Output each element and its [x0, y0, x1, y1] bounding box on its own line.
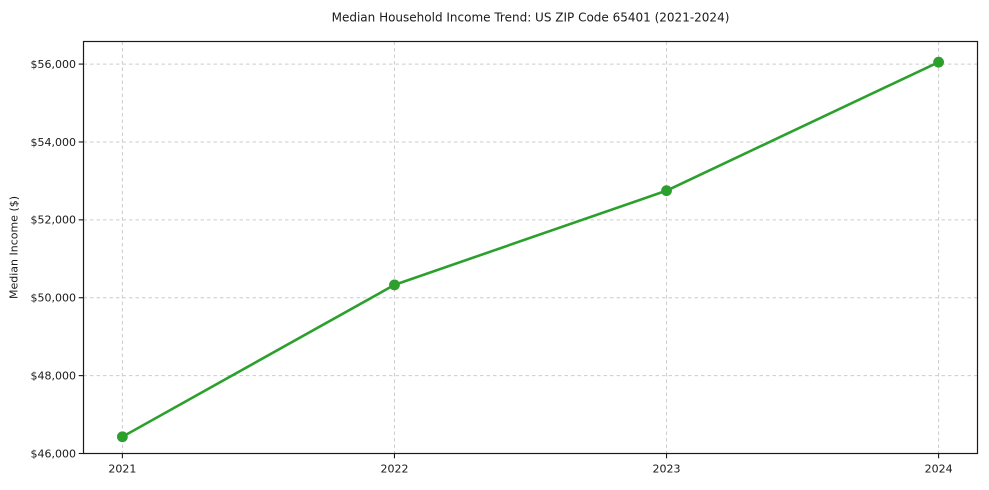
gridlines [83, 41, 978, 454]
y-tick-label: $52,000 [31, 214, 77, 227]
y-tick-label: $46,000 [31, 447, 77, 460]
x-tick-label: 2023 [653, 463, 681, 476]
chart-title: Median Household Income Trend: US ZIP Co… [332, 11, 730, 25]
income-trend-line [121, 60, 940, 439]
y-tick-label: $54,000 [31, 136, 77, 149]
x-tick-label: 2024 [925, 463, 953, 476]
data-point-2021 [117, 431, 128, 443]
x-tick-label: 2021 [108, 463, 136, 476]
data-point-2022 [389, 279, 400, 291]
axis-ticks [78, 63, 940, 459]
y-tick-label: $56,000 [31, 58, 77, 71]
y-axis-label: Median Income ($) [8, 196, 21, 299]
y-tick-label: $50,000 [31, 292, 77, 305]
tick-labels: 2021 2022 2023 2024 $46,000 $48,000 $50,000 $52… [31, 58, 953, 476]
x-tick-label: 2022 [380, 463, 408, 476]
data-series [117, 56, 944, 443]
y-tick-label: $48,000 [31, 369, 77, 382]
data-point-2024 [933, 56, 944, 68]
plot-border [82, 40, 979, 455]
data-point-2023 [661, 185, 672, 197]
